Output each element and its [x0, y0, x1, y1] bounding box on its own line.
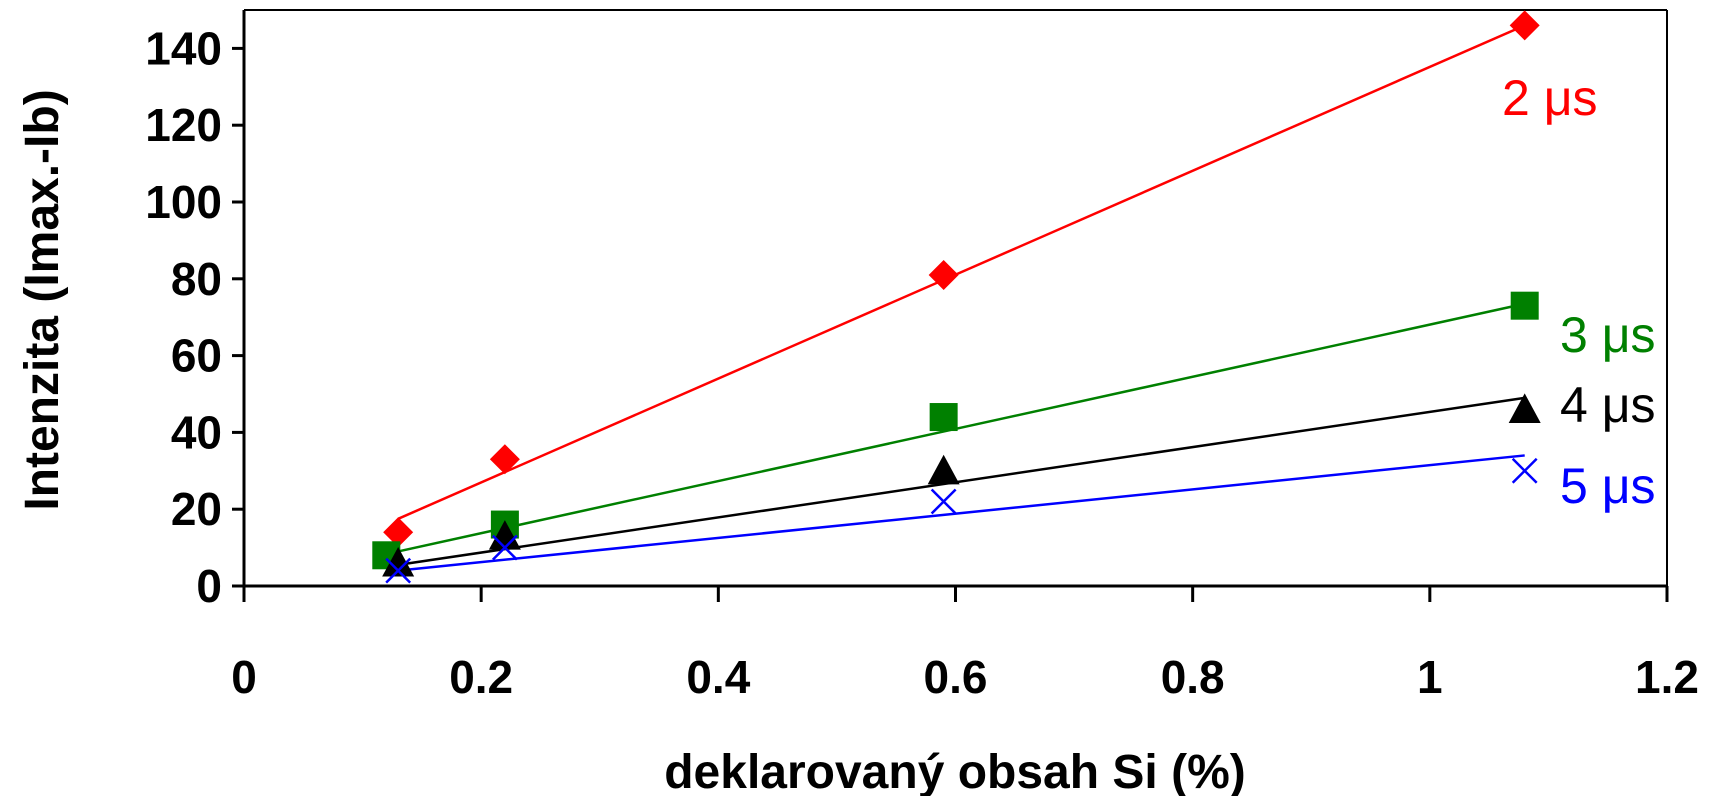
data-point-series-2 [927, 454, 960, 485]
x-tick-label: 0.8 [1161, 651, 1225, 703]
x-tick-label: 0 [231, 651, 257, 703]
data-point-series-0 [489, 444, 520, 475]
series-label-4us: 4 μs [1560, 377, 1656, 433]
y-tick-label: 80 [171, 253, 222, 305]
fit-lines [397, 24, 1526, 572]
data-point-series-0 [1509, 10, 1540, 41]
y-ticks: 0 20 40 60 80 100 120 140 [145, 22, 244, 612]
fit-line-series-1 [397, 302, 1525, 553]
data-point-series-1 [1510, 291, 1539, 320]
data-point-series-3 [1511, 457, 1538, 484]
series-label-2us: 2 μs [1502, 70, 1598, 126]
y-tick-label: 20 [171, 483, 222, 535]
x-tick-label: 1.2 [1635, 651, 1699, 703]
data-point-series-2 [382, 546, 415, 577]
x-tick-label: 0.6 [924, 651, 988, 703]
y-axis-title: Intenzita (Imax.-Ib) [16, 89, 69, 510]
y-tick-label: 100 [145, 176, 222, 228]
y-tick-label: 140 [145, 22, 222, 74]
data-point-series-0 [928, 259, 959, 290]
fit-line-series-2 [397, 396, 1525, 567]
data-point-series-1 [929, 403, 958, 432]
y-tick-label: 120 [145, 99, 222, 151]
x-axis-title: deklarovaný obsah Si (%) [664, 746, 1246, 796]
data-point-series-3 [930, 488, 957, 515]
series-label-5us: 5 μs [1560, 458, 1656, 514]
axes [242, 9, 1668, 588]
y-tick-label: 0 [196, 560, 222, 612]
y-tick-label: 60 [171, 330, 222, 382]
x-tick-label: 0.2 [449, 651, 513, 703]
series-label-3us: 3 μs [1560, 307, 1656, 363]
fit-line-series-3 [398, 454, 1525, 572]
data-point-series-3 [385, 557, 412, 584]
x-tick-label: 1 [1417, 651, 1443, 703]
data-point-series-0 [383, 517, 414, 548]
data-point-series-2 [1508, 393, 1541, 423]
y-tick-label: 40 [171, 406, 222, 458]
data-point-series-3 [491, 534, 518, 561]
fit-line-series-0 [397, 24, 1526, 520]
x-tick-label: 0.4 [686, 651, 750, 703]
data-point-series-2 [488, 520, 521, 550]
x-ticks: 0 0.2 0.4 0.6 0.8 1 1.2 [231, 586, 1699, 703]
data-markers [372, 10, 1541, 584]
